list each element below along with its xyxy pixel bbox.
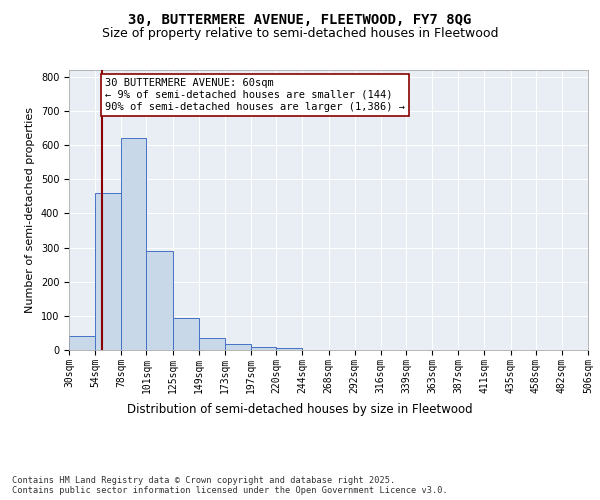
- Text: 30 BUTTERMERE AVENUE: 60sqm
← 9% of semi-detached houses are smaller (144)
90% o: 30 BUTTERMERE AVENUE: 60sqm ← 9% of semi…: [105, 78, 405, 112]
- Bar: [173, 318, 199, 350]
- Text: Size of property relative to semi-detached houses in Fleetwood: Size of property relative to semi-detach…: [102, 28, 498, 40]
- Text: Contains HM Land Registry data © Crown copyright and database right 2025.
Contai: Contains HM Land Registry data © Crown c…: [12, 476, 448, 495]
- Bar: [225, 344, 251, 350]
- Bar: [95, 193, 121, 350]
- Y-axis label: Number of semi-detached properties: Number of semi-detached properties: [25, 107, 35, 313]
- Text: Distribution of semi-detached houses by size in Fleetwood: Distribution of semi-detached houses by …: [127, 402, 473, 415]
- Bar: [251, 348, 276, 350]
- Text: 30, BUTTERMERE AVENUE, FLEETWOOD, FY7 8QG: 30, BUTTERMERE AVENUE, FLEETWOOD, FY7 8Q…: [128, 12, 472, 26]
- Bar: [276, 348, 302, 350]
- Bar: [146, 251, 173, 350]
- Bar: [199, 338, 225, 350]
- Bar: [69, 336, 95, 350]
- Bar: [121, 138, 146, 350]
